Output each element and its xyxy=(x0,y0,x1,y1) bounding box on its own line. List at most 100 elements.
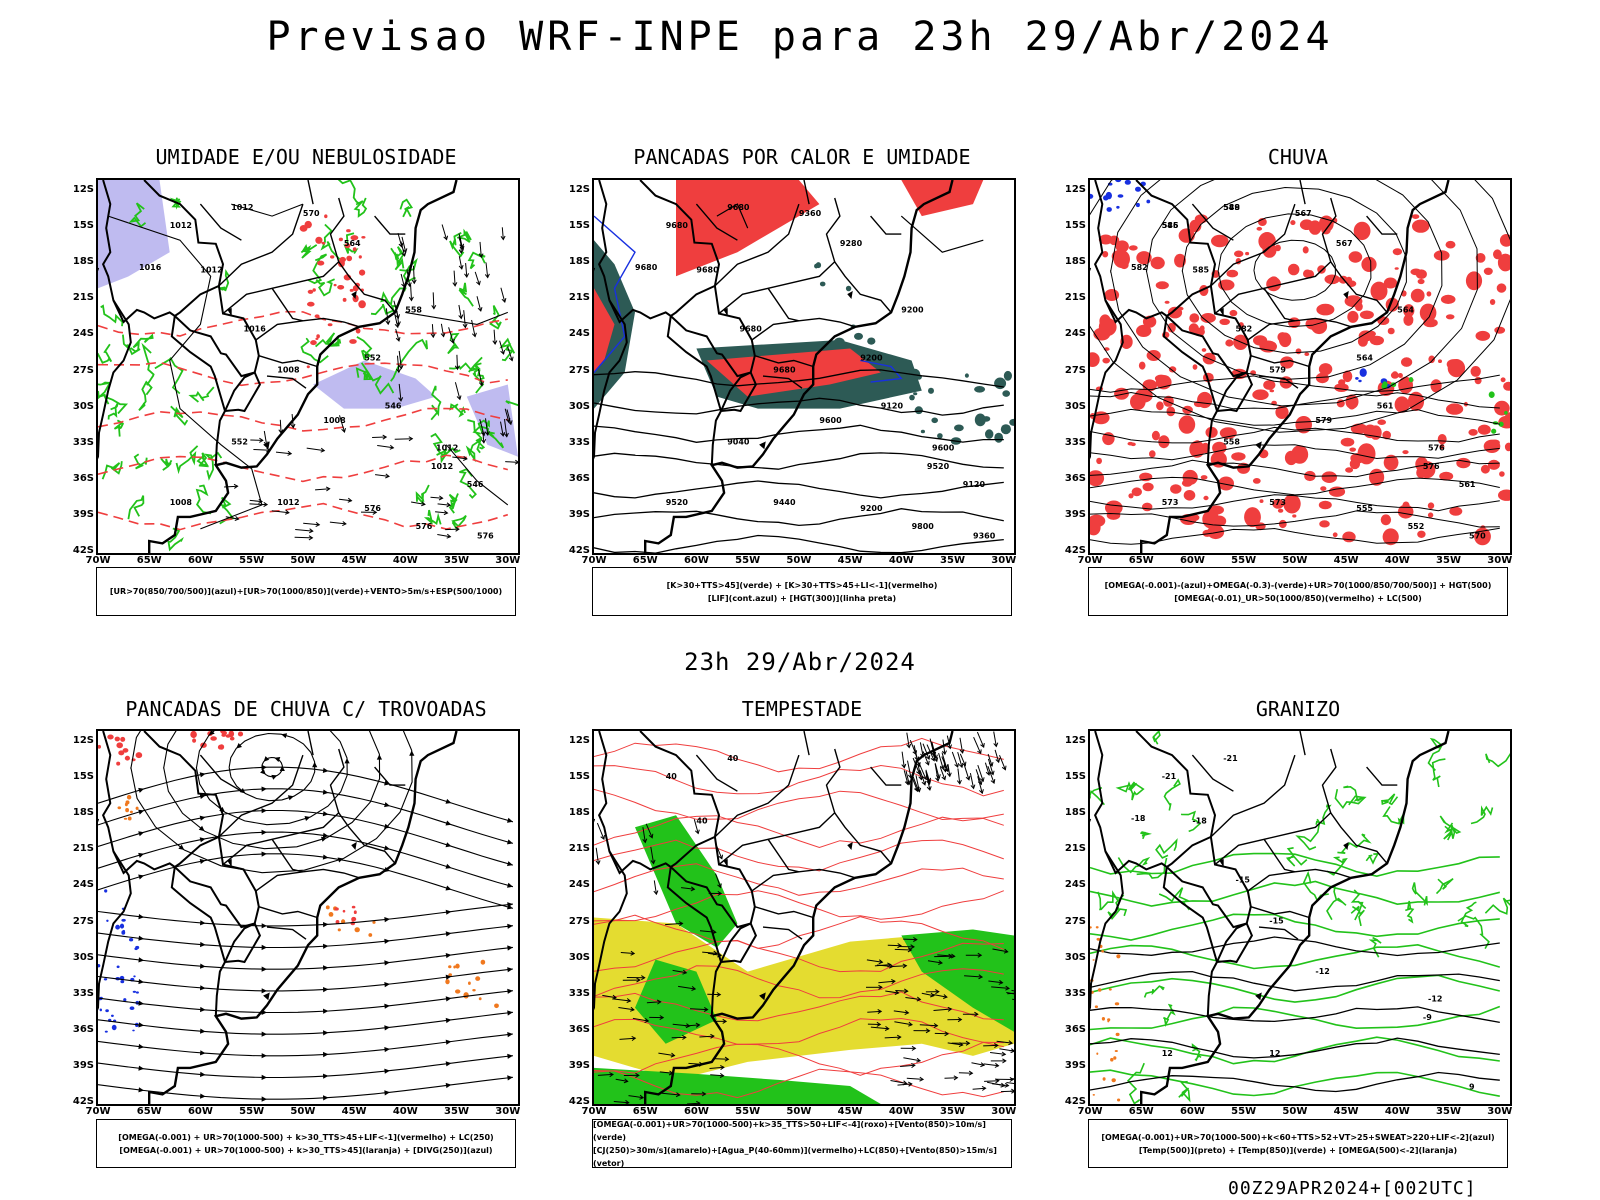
lake xyxy=(227,307,232,317)
omega-shade xyxy=(1092,959,1095,961)
rain-shade xyxy=(1203,495,1209,501)
streamline-arrowhead xyxy=(323,1030,329,1036)
lake xyxy=(1343,290,1349,300)
latitude-tick-label: 27S xyxy=(72,915,94,927)
omega-shade xyxy=(1358,379,1362,383)
rain-shade xyxy=(1174,253,1186,268)
wind-vector xyxy=(956,768,962,785)
rain-shade xyxy=(1487,459,1500,470)
humidity-contour xyxy=(128,202,147,228)
country-border xyxy=(101,180,220,324)
omega-shade xyxy=(1117,194,1124,198)
rain-shade xyxy=(1380,514,1392,526)
rain-shade xyxy=(1189,313,1200,323)
humidity-contour xyxy=(315,338,342,348)
humidity-contour xyxy=(486,427,505,449)
wind-vector xyxy=(315,486,331,492)
country-border xyxy=(1206,372,1254,466)
longitude-tick-label: 35W xyxy=(444,555,470,566)
streamline-arrowhead xyxy=(138,809,145,815)
rain-shade xyxy=(1275,405,1289,419)
lake xyxy=(723,858,728,868)
wind-vector xyxy=(394,436,414,442)
rain-shade xyxy=(1342,531,1356,543)
geopotential-contour xyxy=(1110,180,1478,407)
longitude-tick-label: 65W xyxy=(632,555,658,566)
rain-shade xyxy=(1315,372,1329,384)
geopotential-contour xyxy=(594,397,1004,416)
wind-vector xyxy=(929,738,937,757)
wind-vector xyxy=(619,1035,637,1042)
latitude-tick-label: 12S xyxy=(1064,735,1086,747)
rain-shade xyxy=(1392,248,1403,256)
rain-shade xyxy=(1128,245,1138,251)
country-border xyxy=(1216,922,1248,963)
contour-label: 9800 xyxy=(912,522,935,531)
contour-label: 9520 xyxy=(927,462,950,471)
streamline-arrowhead xyxy=(261,988,267,994)
wind-vector xyxy=(458,304,464,320)
longitude-tick-label: 55W xyxy=(1231,555,1257,566)
water-contour xyxy=(594,815,1004,849)
divergence-shade xyxy=(134,947,138,951)
rain-shade xyxy=(1315,328,1323,333)
latitude-tick-label: 39S xyxy=(568,508,590,520)
streamline xyxy=(98,1055,513,1079)
geopotential-contour xyxy=(1090,510,1500,528)
rain-shade xyxy=(1438,359,1442,363)
streamline-arrowhead xyxy=(199,793,206,799)
rain-shade xyxy=(1288,263,1300,276)
country-border xyxy=(1162,866,1218,963)
wind-vector xyxy=(649,1015,665,1021)
wind-vector xyxy=(898,944,915,950)
pressure-contour xyxy=(405,311,508,325)
latitude-tick-label: 36S xyxy=(568,472,590,484)
humidity-contour xyxy=(337,180,361,205)
rain-shade xyxy=(1164,300,1170,304)
state-border xyxy=(1250,355,1310,368)
state-border xyxy=(329,748,345,813)
wind-vector xyxy=(867,1009,883,1015)
legend-line: [OMEGA(-0.001)+UR>70(1000-500)+k>35_TTS>… xyxy=(593,1119,986,1142)
humidity-contour xyxy=(370,303,399,316)
latitude-tick-label: 24S xyxy=(568,879,590,891)
humidity-contour xyxy=(456,228,472,243)
rain-shade xyxy=(1383,454,1399,471)
rain-shade xyxy=(1163,395,1174,407)
rain-shade xyxy=(1178,415,1196,434)
geopotential-contour xyxy=(1090,408,1500,426)
state-border xyxy=(751,320,799,341)
contour-label: 555 xyxy=(1356,504,1373,513)
streamline-arrowhead xyxy=(271,774,278,780)
streamline-arrowhead xyxy=(507,861,513,867)
thunder-shade xyxy=(127,816,132,821)
longitude-tick-label: 70W xyxy=(1077,555,1103,566)
streamline-arrowhead xyxy=(138,1022,145,1028)
lake xyxy=(263,992,270,1001)
wind-vector xyxy=(507,346,514,362)
rain-shade xyxy=(1318,500,1332,510)
rain-shade xyxy=(1474,376,1482,385)
contour-label: 1012 xyxy=(277,498,299,507)
state-border xyxy=(825,197,841,262)
wind-vector xyxy=(990,1051,1007,1057)
streamline-arrowhead xyxy=(138,852,145,858)
wind-vector xyxy=(958,1070,974,1076)
rain-shade xyxy=(1130,393,1146,410)
wind-vector xyxy=(976,731,985,749)
contour-label: 564 xyxy=(1356,354,1373,363)
rain-shade xyxy=(1382,430,1391,440)
latitude-tick-label: 42S xyxy=(72,1096,94,1107)
streamline-arrowhead xyxy=(384,1025,390,1031)
wind-vector xyxy=(437,502,452,508)
lake xyxy=(227,858,232,868)
lake xyxy=(759,992,766,1001)
wind-vector xyxy=(900,1063,916,1069)
wind-vector xyxy=(973,736,982,755)
temperature-850-contour xyxy=(1126,1062,1145,1104)
longitude-tick-label: 35W xyxy=(940,555,966,566)
thunder-shade xyxy=(123,817,128,820)
longitude-tick-label: 55W xyxy=(239,555,265,566)
humidity-contour xyxy=(99,393,129,415)
state-border xyxy=(870,766,902,786)
